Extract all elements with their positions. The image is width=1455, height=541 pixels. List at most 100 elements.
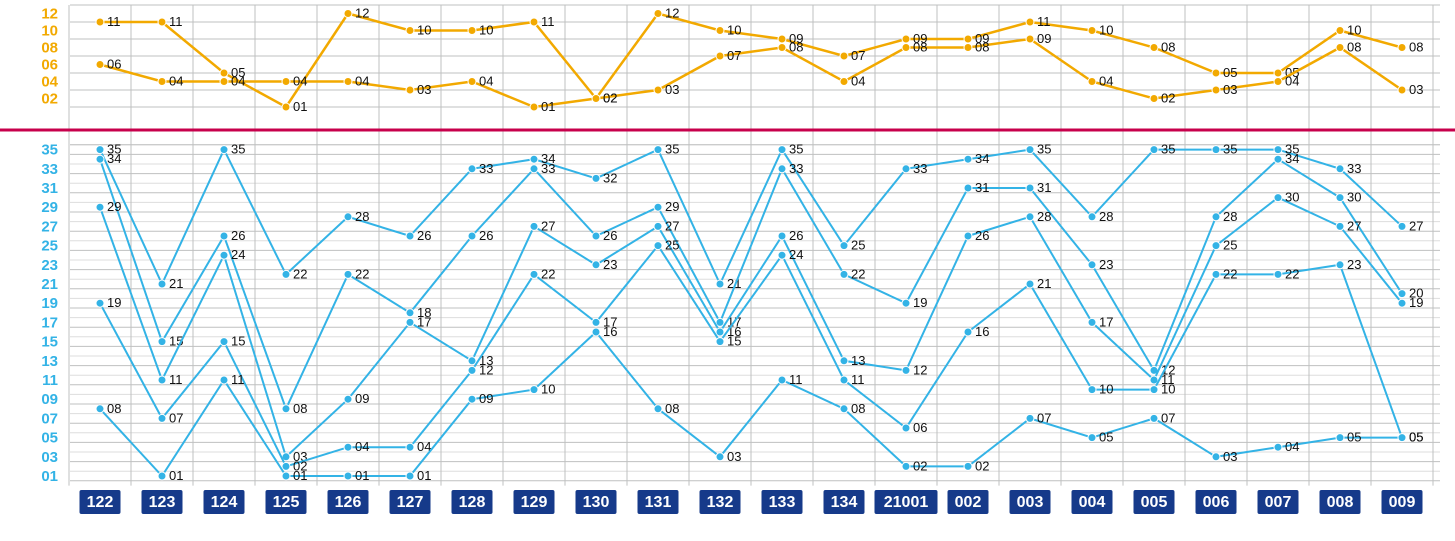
bottom-y-tick: 35 (41, 142, 58, 159)
x-axis-label: 125 (273, 494, 300, 511)
top-series-0-dot (1026, 18, 1034, 26)
bottom-series-1-dot (778, 165, 786, 173)
bottom-series-3-value: 21 (1037, 276, 1051, 291)
bottom-series-3-value: 19 (107, 295, 121, 310)
bottom-series-2-dot (468, 357, 476, 365)
bottom-y-tick: 33 (41, 161, 58, 178)
top-series-1-dot (1026, 35, 1034, 43)
bottom-series-0-dot (1088, 213, 1096, 221)
bottom-y-tick: 19 (41, 295, 58, 312)
bottom-series-1-dot (592, 232, 600, 240)
bottom-y-tick: 01 (41, 468, 58, 485)
bottom-series-4-value: 07 (1161, 410, 1175, 425)
bottom-series-0-dot (1212, 146, 1220, 154)
bottom-series-0-value: 35 (1223, 142, 1237, 157)
top-series-1-value: 07 (727, 48, 741, 63)
bottom-series-2-value: 23 (603, 257, 617, 272)
bottom-series-4-dot (1212, 453, 1220, 461)
bottom-y-tick: 29 (41, 199, 58, 216)
top-series-0-dot (840, 52, 848, 60)
bottom-series-0-dot (1026, 146, 1034, 154)
bottom-series-0-value: 26 (417, 228, 431, 243)
bottom-y-tick: 11 (42, 372, 58, 389)
bottom-series-1-value: 19 (913, 295, 927, 310)
bottom-series-2-value: 30 (1285, 190, 1299, 205)
bottom-series-1-value: 31 (975, 180, 989, 195)
bottom-series-1-dot (96, 155, 104, 163)
bottom-series-0-value: 33 (1347, 161, 1361, 176)
bottom-series-4-dot (1274, 443, 1282, 451)
top-series-0-value: 11 (1037, 14, 1051, 29)
top-series-0-value: 07 (851, 48, 865, 63)
top-series-0-dot (158, 18, 166, 26)
bottom-series-3-dot (1212, 270, 1220, 278)
bottom-series-4-value: 03 (727, 449, 741, 464)
x-axis-label: 002 (955, 494, 982, 511)
bottom-series-4-dot (282, 472, 290, 480)
bottom-series-0-dot (902, 165, 910, 173)
bottom-series-2-value: 26 (975, 228, 989, 243)
bottom-series-1-value: 33 (541, 161, 555, 176)
bottom-series-0-dot (840, 242, 848, 250)
bottom-series-4-value: 08 (665, 401, 679, 416)
bottom-series-0-value: 33 (913, 161, 927, 176)
bottom-series-1-dot (964, 184, 972, 192)
top-series-0-value: 08 (1161, 40, 1175, 55)
bottom-series-3-dot (468, 366, 476, 374)
x-axis-label: 127 (397, 494, 424, 511)
top-series-1-dot (1398, 86, 1406, 94)
top-series-0-dot (406, 27, 414, 35)
top-series-1-value: 04 (293, 74, 307, 89)
top-series-0-value: 11 (169, 14, 183, 29)
top-series-1-value: 04 (479, 74, 493, 89)
bottom-series-0-dot (778, 146, 786, 154)
bottom-series-1-dot (406, 309, 414, 317)
bottom-y-tick: 15 (41, 334, 58, 351)
bottom-series-3-value: 22 (1285, 266, 1299, 281)
bottom-series-0-dot (1150, 146, 1158, 154)
top-series-1-dot (1212, 86, 1220, 94)
bottom-y-tick: 27 (41, 218, 58, 235)
bottom-series-3-dot (220, 338, 228, 346)
bottom-series-0-value: 35 (1037, 142, 1051, 157)
bottom-y-tick: 09 (41, 391, 58, 408)
bottom-series-4-dot (344, 472, 352, 480)
bottom-series-3-dot (1150, 386, 1158, 394)
bottom-y-tick: 25 (41, 238, 58, 255)
top-y-tick: 04 (41, 74, 58, 91)
bottom-series-1-value: 31 (1037, 180, 1051, 195)
top-series-1-value: 04 (231, 74, 245, 89)
bottom-series-0-dot (96, 146, 104, 154)
bottom-series-1-dot (530, 165, 538, 173)
bottom-series-0-dot (1398, 222, 1406, 230)
top-series-0-dot (220, 69, 228, 77)
bottom-series-0-dot (344, 213, 352, 221)
bottom-series-4-dot (1026, 414, 1034, 422)
bottom-series-4-dot (1088, 434, 1096, 442)
bottom-series-1-dot (158, 338, 166, 346)
top-series-1-value: 03 (665, 82, 679, 97)
bottom-series-0-value: 34 (975, 151, 989, 166)
bottom-series-2-dot (1026, 213, 1034, 221)
bottom-series-1-dot (220, 232, 228, 240)
bottom-series-1-value: 34 (107, 151, 121, 166)
x-axis-label: 134 (831, 494, 858, 511)
bottom-series-2-dot (1274, 194, 1282, 202)
bottom-series-2-value: 09 (355, 391, 369, 406)
top-y-axis: 020406081012 (41, 6, 58, 108)
bottom-series-3-dot (344, 443, 352, 451)
bottom-series-2-value: 12 (913, 362, 927, 377)
bottom-series-4-dot (716, 453, 724, 461)
top-series-1-dot (654, 86, 662, 94)
bottom-y-tick: 31 (41, 180, 58, 197)
bottom-series-2-dot (406, 318, 414, 326)
top-series-1-value: 08 (975, 40, 989, 55)
top-series-0-dot (468, 27, 476, 35)
bottom-series-3-dot (902, 424, 910, 432)
bottom-series-3-value: 24 (789, 247, 803, 262)
bottom-series-1-dot (1274, 155, 1282, 163)
bottom-series-3-dot (840, 376, 848, 384)
bottom-series-0-value: 28 (355, 209, 369, 224)
top-series-1-dot (840, 78, 848, 86)
bottom-series-4-dot (840, 405, 848, 413)
